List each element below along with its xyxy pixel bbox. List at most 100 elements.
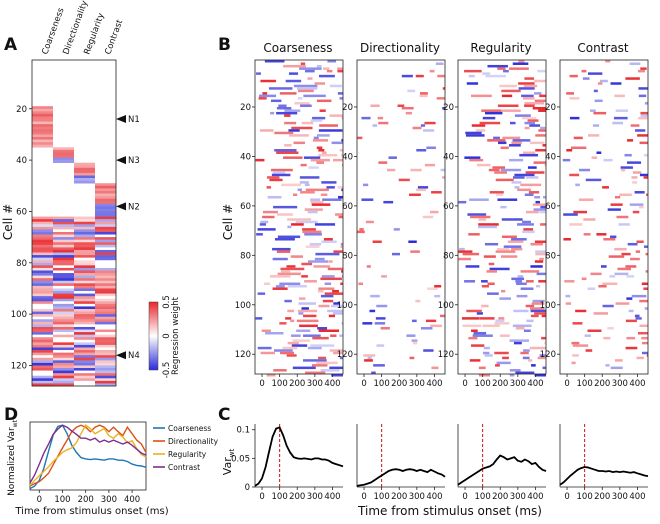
panel-c-xtick-label: 300 — [612, 492, 628, 502]
panel-b-bar — [571, 342, 579, 345]
panel-a-cell — [74, 237, 95, 240]
panel-b-ytick-label: 120 — [235, 350, 251, 360]
panel-a-cell — [32, 219, 53, 222]
panel-b-title-regularity: Regularity — [470, 41, 531, 55]
panel-b-bar — [602, 283, 617, 286]
panel-b-bar — [294, 142, 305, 145]
panel-b-bar — [517, 189, 531, 192]
panel-b-ylabel: Cell # — [221, 204, 235, 240]
panel-b-xtick-label: 400 — [324, 379, 340, 389]
panel-a-cell — [95, 270, 116, 273]
panel-b-bar — [563, 159, 570, 162]
panel-b-bar — [312, 364, 328, 367]
panel-b-bar — [498, 317, 504, 320]
panel-b-bar — [373, 124, 378, 127]
panel-b-bar — [289, 134, 309, 137]
panel-b-bar — [287, 218, 311, 221]
panel-a-cell — [95, 268, 116, 271]
panel-b-ytick-label: 100 — [337, 301, 353, 311]
panel-a-cell — [74, 250, 95, 253]
panel-a-cell — [53, 258, 74, 261]
panel-b-bar — [413, 127, 422, 130]
panel-b-bar — [370, 295, 380, 298]
panel-a-col-label-regularity: Regularity — [82, 12, 106, 56]
panel-b-bar — [283, 156, 302, 159]
panel-b-bar — [308, 211, 318, 214]
panel-b-bar — [466, 265, 480, 268]
panel-c-xtick-label: 200 — [391, 492, 407, 502]
panel-a-cell — [53, 219, 74, 222]
panel-b-bar — [636, 317, 642, 320]
colorbar-label: Regression weight — [171, 296, 181, 375]
panel-a-cell — [74, 265, 95, 268]
panel-c-xtick-label: 100 — [577, 492, 593, 502]
panel-b-bar — [284, 144, 292, 147]
panel-a-cell — [32, 224, 53, 227]
panel-b-bar — [329, 315, 335, 318]
panel-b-bar — [540, 127, 546, 130]
panel-a-cell — [95, 232, 116, 235]
panel-b-bar — [485, 243, 498, 246]
panel-b-bar — [300, 105, 312, 108]
panel-b-bar — [278, 105, 286, 108]
panel-b-bar — [469, 198, 489, 201]
panel-b-bar — [583, 218, 595, 221]
panel-b-bar — [640, 67, 646, 70]
panel-c-series-line — [357, 469, 445, 486]
panel-b-bar — [340, 149, 343, 152]
panel-b-bar — [619, 194, 632, 197]
panel-b-bar — [533, 203, 546, 206]
panel-b-bar — [594, 90, 598, 93]
panel-b-bar — [523, 357, 530, 360]
panel-b-bar — [337, 67, 343, 70]
panel-b-bar — [513, 325, 532, 328]
panel-b-bar — [596, 151, 601, 154]
panel-b-bar — [267, 186, 271, 189]
panel-b-bar — [288, 129, 299, 132]
panel-b-bar — [370, 105, 379, 108]
panel-a-cell — [53, 247, 74, 250]
panel-b-bar — [501, 169, 521, 172]
panel-a-cell — [53, 301, 74, 304]
panel-a-cell — [74, 178, 95, 181]
panel-a-cell — [53, 322, 74, 325]
panel-a-cell — [53, 281, 74, 284]
panel-b-bar — [529, 191, 539, 194]
panel-b-bar — [509, 159, 523, 162]
panel-b-bar — [272, 174, 291, 177]
panel-a-cell — [32, 294, 53, 297]
panel-a-cell — [74, 242, 95, 245]
panel-a-cell — [95, 258, 116, 261]
panel-b-bar — [280, 92, 297, 95]
panel-b-bar — [530, 142, 545, 145]
panel-b-bar — [501, 290, 505, 293]
panel-b-bar — [524, 105, 535, 108]
panel-a-cell — [32, 376, 53, 379]
panel-a-cell — [32, 306, 53, 309]
panel-b-bar — [298, 312, 303, 315]
panel-d-legend-label: Directionality — [168, 437, 219, 446]
panel-b-bar — [434, 285, 441, 288]
panel-a-cell — [32, 304, 53, 307]
panel-b-bar — [579, 169, 590, 172]
panel-a-cell — [32, 337, 53, 340]
panel-b-bar — [598, 285, 606, 288]
panel-b-bar — [525, 127, 530, 130]
panel-a-cell — [74, 322, 95, 325]
panel-b-bar — [502, 218, 523, 221]
panel-a-cell — [32, 283, 53, 286]
panel-b-bar — [593, 124, 599, 127]
panel-b-bar — [641, 337, 648, 340]
panel-b-bar — [462, 317, 479, 320]
panel-b-ytick-label: 40 — [443, 152, 454, 162]
panel-a-annotation-arrow — [116, 156, 126, 164]
panel-b-bar — [522, 231, 535, 234]
panel-d-legend: CoarsenessDirectionalityRegularityContra… — [153, 424, 219, 472]
panel-b-bar — [496, 250, 516, 253]
panel-b-bar — [534, 208, 546, 211]
panel-b-bar — [472, 124, 486, 127]
panel-b-bar — [500, 334, 510, 337]
panel-b-bar — [467, 213, 486, 216]
panel-b-bar — [485, 354, 493, 357]
panel-a-cell — [95, 340, 116, 343]
